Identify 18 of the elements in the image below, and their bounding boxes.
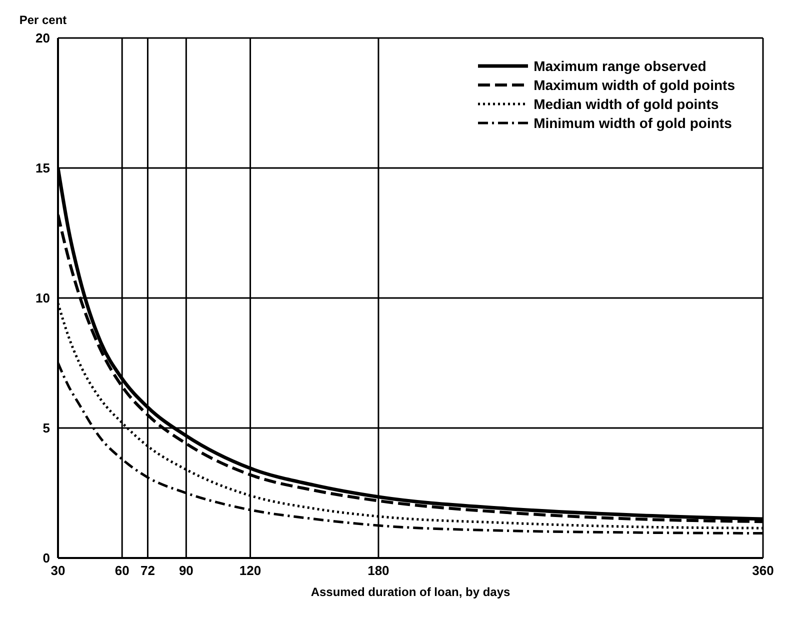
x-tick-label: 120 xyxy=(239,563,262,578)
legend-label: Maximum width of gold points xyxy=(534,76,735,92)
x-tick-label: 90 xyxy=(178,563,194,578)
y-tick-label: 10 xyxy=(36,290,50,306)
x-tick-label: 360 xyxy=(752,563,774,578)
x-tick-label: 180 xyxy=(368,563,390,578)
y-tick-label: 20 xyxy=(36,30,50,46)
legend-label: Median width of gold points xyxy=(534,96,719,112)
legend-label: Maximum range observed xyxy=(534,58,706,74)
x-tick-label: 72 xyxy=(140,563,155,578)
y-tick-label: 5 xyxy=(42,420,50,436)
y-tick-label: 0 xyxy=(42,550,50,566)
legend-label: Minimum width of gold points xyxy=(534,114,732,130)
x-axis-title: Assumed duration of loan, by days xyxy=(310,585,511,599)
x-tick-label: 30 xyxy=(50,563,66,578)
x-tick-label: 60 xyxy=(114,563,130,578)
y-tick-label: 15 xyxy=(36,160,50,176)
y-axis-title: Per cent xyxy=(19,13,67,27)
